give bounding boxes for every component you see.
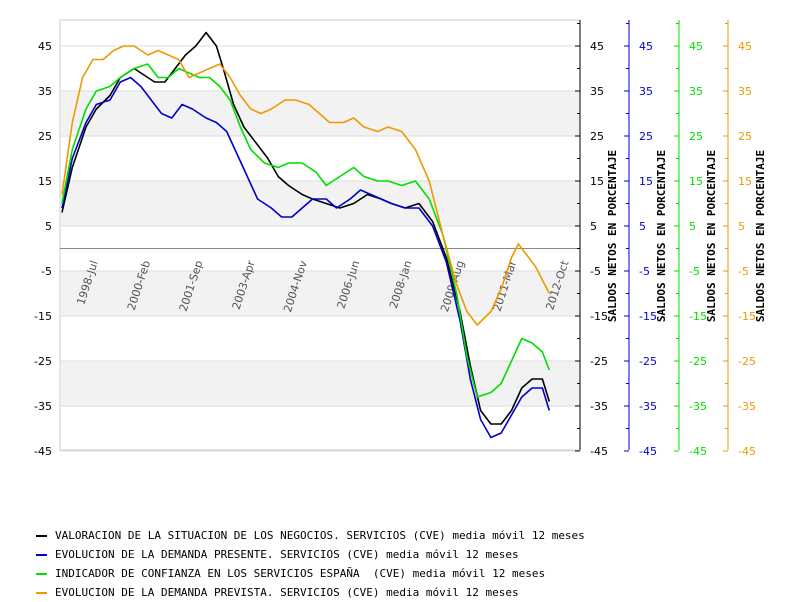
legend-item-3: INDICADOR DE CONFIANZA EN LOS SERVICIOS … [36,564,585,583]
y-tick-label: 35 [38,85,52,98]
right-axis-4: 45 35 25 15 5 -5 -15 -25 -35 -45 SALDOS NETOS EN P… [723,20,767,458]
axis-label: SALDOS NETOS EN PORCENTAJE [705,150,718,322]
axis-tick-label: 5 [590,220,597,233]
y-tick-label: -25 [34,355,52,368]
axis-tick-label: 5 [689,220,696,233]
grid-lines [60,45,580,452]
axis-tick-label: -35 [590,400,608,413]
axis-tick-label: -45 [639,445,657,458]
axis-tick-label: 15 [639,175,653,188]
y-tick-label: -45 [34,445,52,458]
axis-label: SALDOS NETOS EN PORCENTAJE [606,150,619,322]
y-tick-label: 5 [45,220,52,233]
axis-tick-label: 15 [738,175,752,188]
legend-label-2: EVOLUCION DE LA DEMANDA PRESENTE. SERVIC… [55,548,519,561]
axis-label: SALDOS NETOS EN PORCENTAJE [655,150,668,322]
y-tick-label: 15 [38,175,52,188]
axis-tick-label: -5 [590,265,601,278]
axis-tick-label: -15 [639,310,657,323]
series-line-2 [61,76,551,439]
legend-item-1: VALORACION DE LA SITUACION DE LOS NEGOCI… [36,526,585,545]
axis-label: SALDOS NETOS EN PORCENTAJE [754,150,767,322]
axis-tick-label: 25 [689,130,703,143]
axis-tick-label: 35 [738,85,752,98]
y-tick-label: -35 [34,400,52,413]
axis-tick-label: -15 [689,310,707,323]
right-axis-2: 45 35 25 15 5 -5 -15 -25 -35 -45 SALDOS NETOS EN P… [624,20,668,458]
axis-tick-label: -5 [639,265,650,278]
axis-tick-label: 35 [689,85,703,98]
y-tick-label: 45 [38,40,52,53]
legend-label-4: EVOLUCION DE LA DEMANDA PREVISTA. SERVIC… [55,586,519,599]
legend-item-4: EVOLUCION DE LA DEMANDA PREVISTA. SERVIC… [36,583,585,602]
series-line-3 [61,63,551,398]
axis-tick-label: 45 [590,40,604,53]
axis-tick-label: -25 [738,355,756,368]
axis-tick-label: 15 [590,175,604,188]
axis-tick-label: -25 [639,355,657,368]
legend-swatch-2 [36,553,47,556]
axis-tick-label: 25 [639,130,653,143]
axis-tick-label: 25 [590,130,604,143]
grid-band [61,361,580,406]
axis-tick-label: -35 [689,400,707,413]
axis-tick-label: 15 [689,175,703,188]
legend-item-2: EVOLUCION DE LA DEMANDA PRESENTE. SERVIC… [36,545,585,564]
axis-tick-label: -35 [738,400,756,413]
axis-tick-label: -15 [590,310,608,323]
axis-tick-label: -5 [689,265,700,278]
legend-swatch-4 [36,591,47,594]
grid-band [61,271,580,316]
y-tick-label: -5 [41,265,52,278]
left-y-axis: 45 35 25 15 5 -5 -15 -25 -35 -45 [34,40,52,458]
axis-tick-label: 35 [590,85,604,98]
right-axis-3: 45 35 25 15 5 -5 -15 -25 -35 -45 SALDOS NETOS EN P… [674,20,718,458]
legend-label-3: INDICADOR DE CONFIANZA EN LOS SERVICIOS … [55,567,546,580]
grid-bands [61,91,580,406]
legend-label-1: VALORACION DE LA SITUACION DE LOS NEGOCI… [55,529,585,542]
axis-tick-label: 5 [738,220,745,233]
y-tick-label: -15 [34,310,52,323]
legend-swatch-3 [36,572,47,575]
axis-tick-label: -25 [689,355,707,368]
axis-tick-label: -15 [738,310,756,323]
axis-tick-label: -45 [590,445,608,458]
right-axis-1: 45 35 25 15 5 -5 -15 -25 -35 -45 SALDOS NETOS EN P… [575,20,619,458]
series-lines [61,31,551,439]
legend-swatch-1 [36,534,47,537]
axis-tick-label: 35 [639,85,653,98]
y-tick-label: 25 [38,130,52,143]
axis-tick-label: -25 [590,355,608,368]
axis-tick-label: 45 [738,40,752,53]
axis-tick-label: 45 [639,40,653,53]
right-y-axes: 45 35 25 15 5 -5 -15 -25 -35 -45 SALDOS NETOS EN P… [575,20,767,458]
axis-tick-label: -45 [689,445,707,458]
axis-tick-label: -45 [738,445,756,458]
axis-tick-label: 5 [639,220,646,233]
axis-tick-label: 25 [738,130,752,143]
legend: VALORACION DE LA SITUACION DE LOS NEGOCI… [36,526,585,602]
axis-tick-label: -35 [639,400,657,413]
axis-tick-label: -5 [738,265,749,278]
series-line-4 [61,45,551,326]
axis-tick-label: 45 [689,40,703,53]
grid-band [61,181,580,226]
